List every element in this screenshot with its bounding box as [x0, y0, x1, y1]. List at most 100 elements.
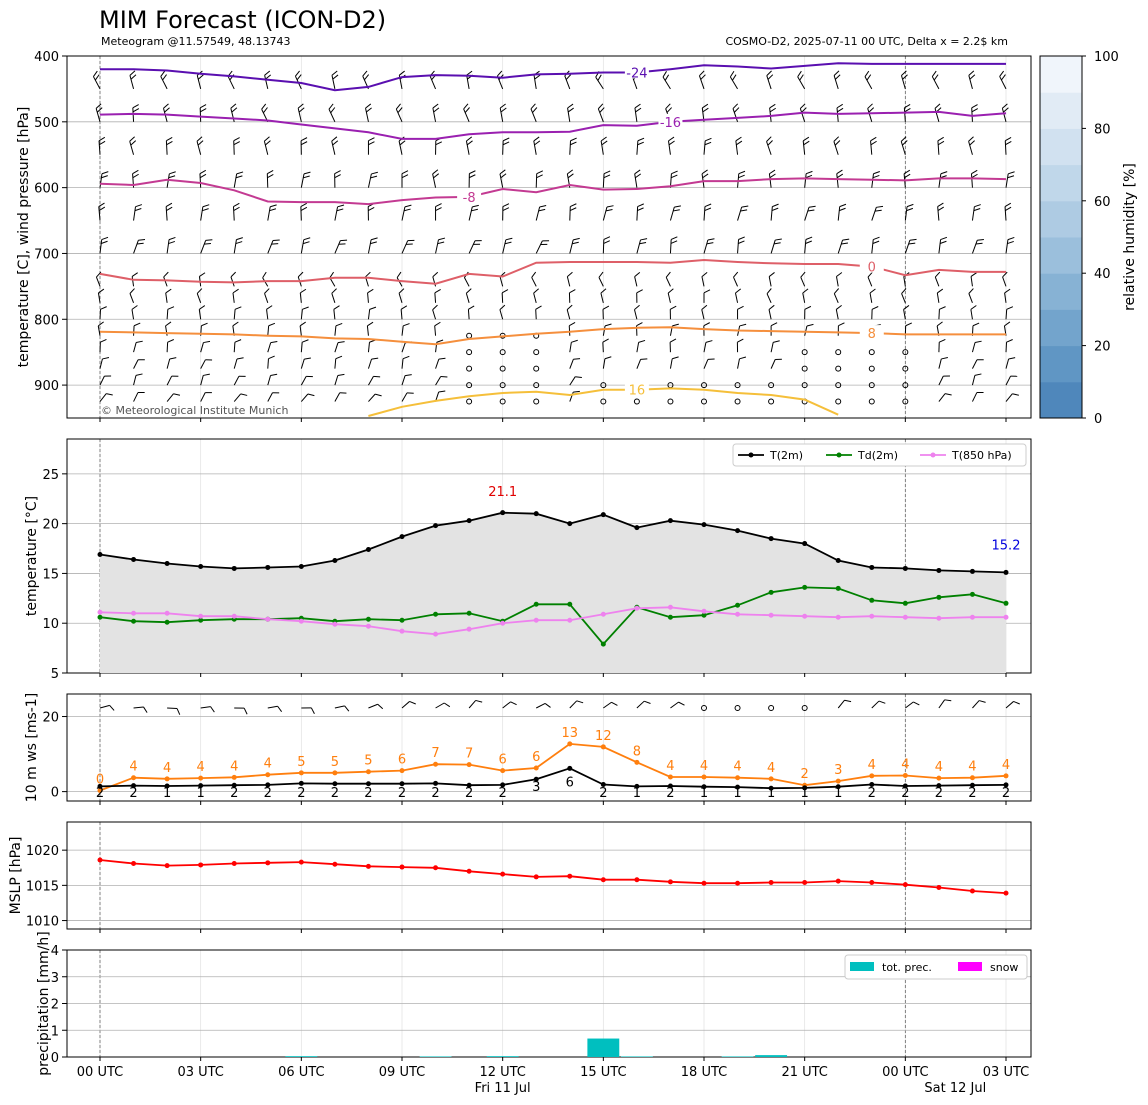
barb-flag: [637, 141, 644, 146]
wind-barb: [1005, 236, 1015, 254]
barb-flag: [937, 288, 944, 294]
barb-flag: [163, 103, 169, 109]
barb-flag: [770, 322, 778, 327]
barb-staff: [200, 359, 206, 369]
barb-staff: [166, 358, 171, 369]
wind-barb: [331, 288, 337, 303]
wind-barb: [669, 205, 681, 221]
barb-staff: [1001, 108, 1007, 122]
barb-staff: [163, 276, 168, 287]
barb-staff: [99, 358, 103, 369]
wind-barb: [230, 103, 238, 122]
y-tick-label: 3: [51, 971, 59, 986]
barb-flag: [664, 74, 670, 81]
date-label: Sat 12 Jul: [924, 1081, 986, 1096]
barb-staff: [396, 277, 403, 287]
barb-flag: [567, 169, 574, 175]
legend-frame: [732, 443, 1027, 467]
barb-flag: [136, 242, 144, 245]
wind-barb: [133, 373, 143, 386]
barb-flag: [432, 304, 438, 311]
wind-barb: [263, 136, 271, 155]
barb-flag: [203, 373, 210, 376]
barb-staff: [1005, 309, 1008, 320]
gust-point: [298, 770, 304, 776]
wind-barb: [802, 288, 809, 303]
mean-wind-point: [936, 783, 942, 789]
y-tick-label: 1020: [26, 844, 59, 859]
barb-staff: [530, 108, 537, 123]
wind-barb: [602, 305, 610, 320]
barb-flag: [199, 169, 207, 175]
barb-flag: [370, 241, 377, 245]
barb-staff: [1004, 292, 1007, 303]
wind-barb: [300, 357, 311, 369]
barb-staff: [267, 342, 272, 353]
barb-flag: [672, 356, 679, 360]
barb-staff: [566, 276, 571, 287]
wind-barb: [99, 704, 115, 711]
wind-barb: [499, 103, 507, 122]
mean-wind-value-label: 1: [633, 786, 641, 801]
barb-flag: [775, 358, 782, 361]
wind-barb: [196, 288, 203, 303]
mean-wind-value-label: 2: [868, 786, 876, 801]
wind-barb: [99, 338, 107, 353]
barb-staff: [97, 292, 101, 303]
wind-barb: [131, 305, 138, 320]
barb-flag: [673, 209, 680, 212]
wind-barb: [401, 700, 416, 709]
td2m-point: [701, 612, 707, 618]
isotherm-label-bg: [859, 325, 884, 340]
wind-barb: [535, 205, 547, 221]
barb-flag: [634, 169, 641, 175]
gust-value-label: 5: [364, 754, 372, 769]
barb-flag: [534, 74, 541, 80]
barb-flag: [733, 107, 740, 113]
barb-flag: [1012, 393, 1019, 396]
barb-flag: [771, 207, 779, 212]
barb-flag: [98, 288, 105, 294]
barb-staff: [368, 393, 376, 402]
barb-flag: [844, 699, 852, 703]
calm-wind-circle: [466, 365, 473, 372]
barb-flag: [704, 141, 712, 146]
mslp-point: [97, 857, 103, 863]
barb-staff: [99, 375, 105, 386]
barb-flag: [569, 321, 576, 327]
wind-barb: [1005, 357, 1016, 369]
y-tick-label: 20: [42, 518, 59, 533]
wind-barb: [166, 339, 174, 353]
barb-staff: [938, 375, 944, 386]
barb-flag: [166, 206, 173, 212]
barb-staff: [233, 239, 237, 254]
barb-flag: [671, 170, 678, 175]
mean-wind-value-label: 2: [968, 786, 976, 801]
wind-barb: [972, 700, 986, 709]
barb-staff: [569, 700, 578, 709]
wind-barb: [703, 137, 712, 155]
barb-staff: [971, 240, 978, 254]
t2m-point: [131, 556, 137, 562]
gust-value-label: 4: [733, 760, 741, 775]
wind-barb: [99, 306, 107, 320]
wind-barb: [737, 205, 749, 221]
barb-flag: [1004, 288, 1011, 294]
barb-staff: [233, 309, 236, 320]
barb-flag: [836, 173, 844, 179]
wind-barb: [768, 304, 775, 320]
barb-staff: [129, 141, 135, 155]
wind-barb: [703, 203, 712, 221]
barb-staff: [668, 140, 671, 155]
isotherm-label: 0: [868, 261, 876, 276]
barb-flag: [100, 338, 107, 343]
mslp-point: [835, 878, 841, 884]
barb-flag: [1008, 171, 1015, 175]
gust-value-label: 4: [264, 757, 272, 772]
barb-flag: [808, 205, 816, 208]
colorbar-band: [1040, 128, 1082, 166]
colorbar-tick-label: 20: [1094, 340, 1111, 355]
wind-barb: [736, 338, 744, 353]
barb-flag: [497, 70, 503, 77]
